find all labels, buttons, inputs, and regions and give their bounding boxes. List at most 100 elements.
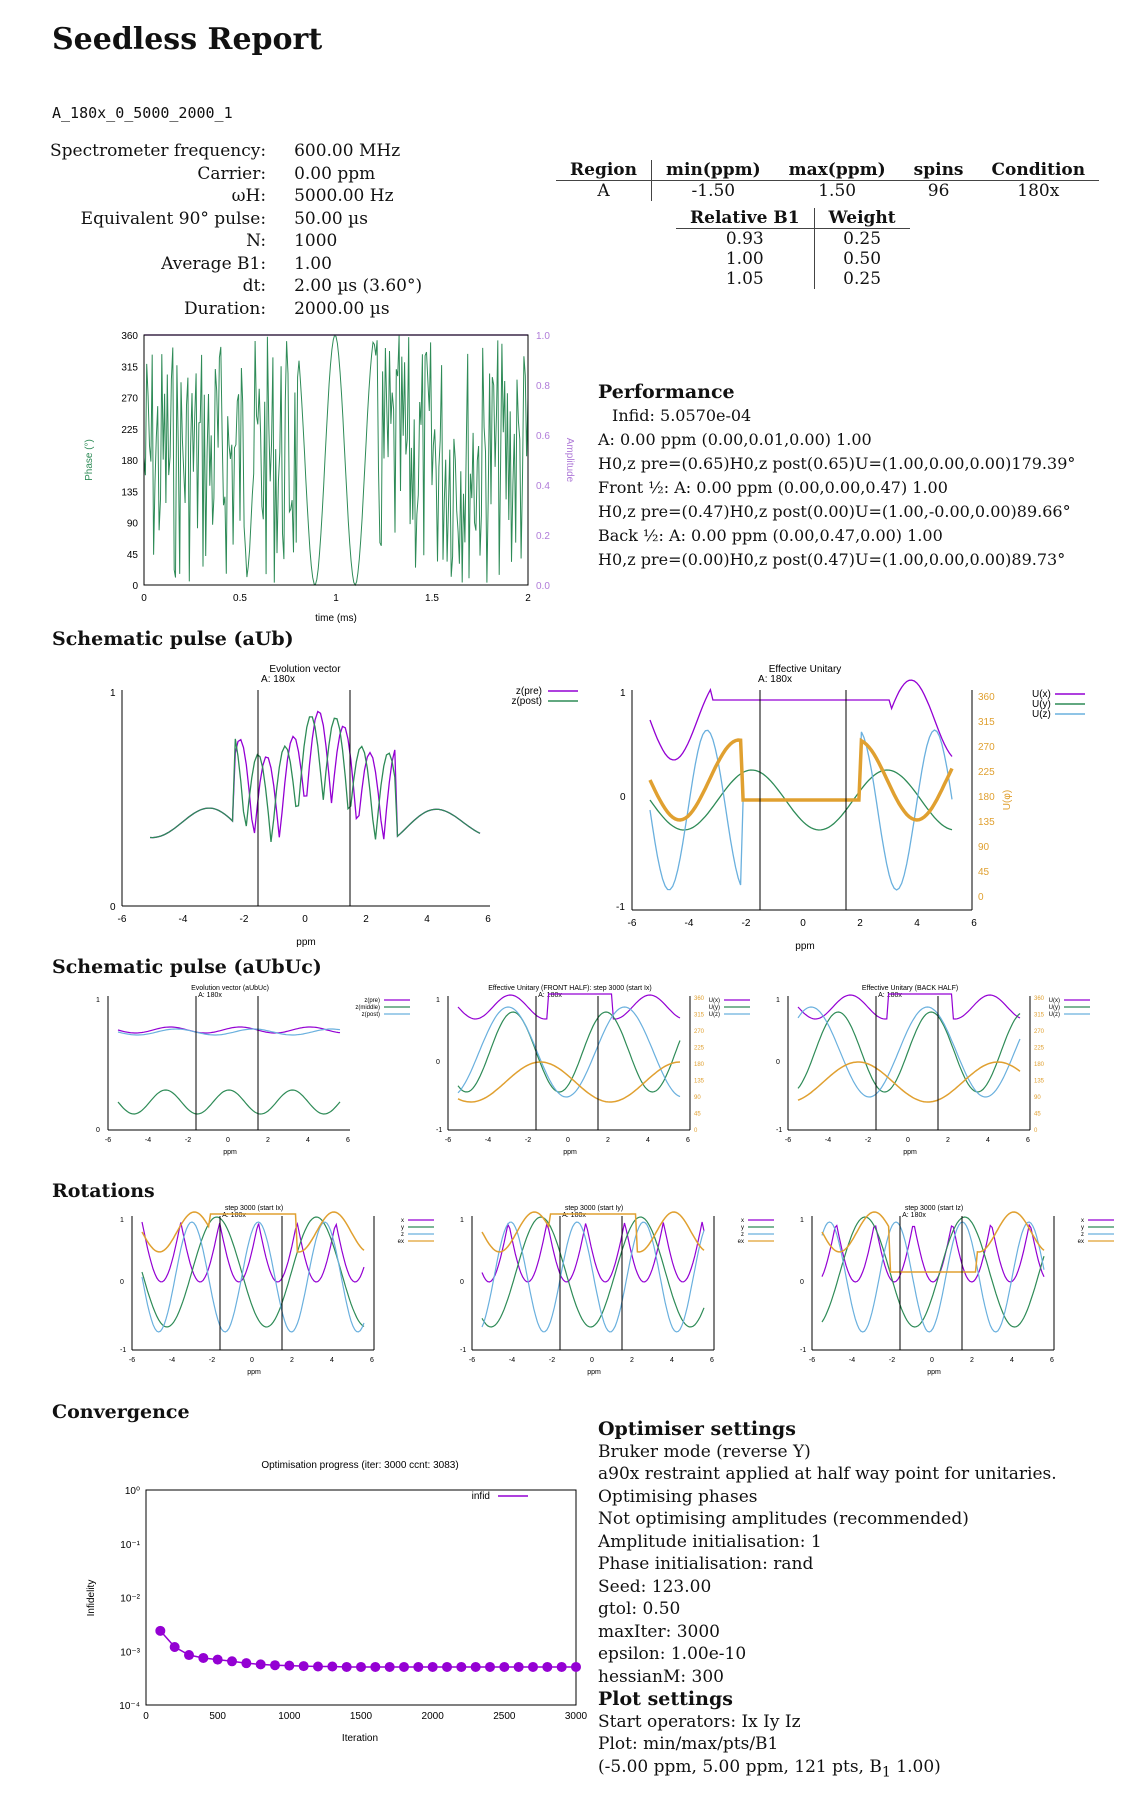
y2-tick: 0.2 — [536, 531, 550, 542]
y-tick: -1 — [616, 902, 625, 913]
pulse-y2label: Amplitude — [564, 438, 575, 483]
aub-evolution-plot: Evolution vector A: 180x 1 0 -6 -4 -2 0 2 4 6 … — [110, 664, 578, 948]
y-tick: 0 — [460, 1279, 464, 1286]
y-tick: 1 — [800, 1217, 804, 1224]
infid-point — [528, 1661, 538, 1672]
curve — [481, 1216, 705, 1328]
plot-subtitle: A: 180x — [538, 992, 562, 999]
x-tick: 2 — [946, 1137, 950, 1144]
x-tick: 0.5 — [233, 593, 247, 604]
y2-tick: 0.8 — [536, 381, 550, 392]
region-cell: A — [556, 180, 652, 201]
infid-point — [384, 1661, 395, 1672]
plot-title: Effective Unitary (BACK HALF) — [862, 985, 958, 992]
aub-unitary-plot: Effective Unitary A: 180x 1 0 -1 360 315 2… — [616, 664, 1085, 952]
performance-line: H0,z pre=(0.00)H0,z post(0.47)U=(1.00,0.… — [598, 550, 1066, 569]
region-header: spins — [913, 160, 964, 180]
legend-label: U(z) — [709, 1012, 720, 1018]
param-row: ωH: 5000.00 Hz — [50, 185, 422, 208]
infid-point — [485, 1661, 495, 1672]
curve — [797, 1061, 1021, 1103]
x-tick: 4 — [1010, 1357, 1014, 1364]
x-tick: -4 — [169, 1357, 175, 1364]
param-key: Spectrometer frequency: — [50, 141, 267, 161]
infid-point — [341, 1661, 352, 1672]
infid-point — [298, 1661, 309, 1672]
pulse-xlabel: time (ms) — [315, 613, 357, 624]
x-tick: 0 — [141, 593, 147, 604]
curve — [457, 993, 681, 1020]
x-tick: 0 — [800, 918, 806, 929]
x-tick: -6 — [118, 914, 127, 925]
param-key: N: — [246, 231, 267, 251]
legend-label: y — [1081, 1225, 1084, 1231]
param-row: dt: 2.00 µs (3.60°) — [50, 275, 423, 298]
b1-cell: 1.05 — [676, 269, 815, 289]
param-row: Average B1: 1.00 — [50, 253, 422, 276]
x-tick: 2000 — [422, 1711, 445, 1722]
legend-label: z(pre) — [516, 686, 542, 697]
x-tick: -2 — [525, 1137, 531, 1144]
x-tick: 2 — [606, 1137, 610, 1144]
legend-label: z — [741, 1232, 744, 1238]
x-tick: -4 — [509, 1357, 515, 1364]
x-tick: 6 — [1026, 1137, 1030, 1144]
uy-curve — [649, 769, 953, 831]
y2-tick: 315 — [1034, 1013, 1045, 1019]
param-row: N: 1000 — [50, 230, 422, 253]
region-header: Condition — [991, 160, 1086, 180]
y-tick: 180 — [121, 456, 138, 467]
plot-title: Optimisation progress (iter: 3000 ccnt: … — [261, 1460, 458, 1471]
legend-label: U(y) — [709, 1005, 720, 1011]
x-tick: 3000 — [565, 1711, 588, 1722]
y2-tick: 360 — [1034, 996, 1045, 1002]
curve — [797, 1011, 1021, 1093]
region-cell: 1.50 — [818, 181, 857, 201]
x-tick: -2 — [549, 1357, 555, 1364]
legend-label: U(y) — [1032, 699, 1051, 710]
x-tick: -6 — [105, 1137, 111, 1144]
infid-line — [159, 1630, 576, 1668]
curve — [821, 1221, 1045, 1333]
curve — [797, 1006, 1021, 1098]
x-tick: -2 — [742, 918, 751, 929]
plot-subtitle: A: 180x — [902, 1212, 926, 1219]
y-tick: 0 — [620, 792, 626, 803]
curve — [481, 1221, 705, 1333]
x-tick: -6 — [628, 918, 637, 929]
y2-tick: 90 — [1034, 1095, 1041, 1101]
x-tick: 2 — [630, 1357, 634, 1364]
y-tick: 10⁻² — [120, 1594, 140, 1605]
x-tick: -2 — [240, 914, 249, 925]
y2-tick: 270 — [1034, 1029, 1045, 1035]
y-tick: 1 — [620, 688, 626, 699]
region-table: Region min(ppm) max(ppm) spins Condition… — [556, 160, 1100, 201]
plot-title: Effective Unitary — [769, 664, 842, 675]
legend-label: U(x) — [1049, 998, 1060, 1004]
pulse-ylabel: Phase (°) — [84, 439, 95, 481]
x-tick: 0 — [906, 1137, 910, 1144]
legend-label: U(x) — [1032, 689, 1051, 700]
x-tick: 6 — [971, 918, 977, 929]
x-tick: 4 — [914, 918, 920, 929]
y-tick: 45 — [127, 550, 139, 561]
file-name: A_180x_0_5000_2000_1 — [52, 104, 233, 122]
x-tick: 2 — [970, 1357, 974, 1364]
y-tick: 1 — [460, 1217, 464, 1224]
phase-trace — [143, 334, 529, 587]
param-key: dt: — [242, 276, 267, 296]
param-key: Average B1: — [161, 253, 267, 274]
plot-title: step 3000 (start Iy) — [565, 1205, 623, 1212]
section-aub: Schematic pulse (aUb) — [52, 628, 294, 650]
x-tick: 1.5 — [425, 593, 439, 604]
y2-tick: 360 — [694, 996, 705, 1002]
section-rotations: Rotations — [52, 1180, 155, 1202]
y-tick: 10⁻⁴ — [119, 1701, 140, 1712]
infid-point — [227, 1656, 237, 1667]
legend-label: z — [1081, 1232, 1084, 1238]
y-tick: 1 — [436, 997, 440, 1004]
curve — [141, 1211, 365, 1253]
legend-label: ex — [1078, 1239, 1084, 1245]
infid-point — [542, 1661, 553, 1672]
b1-table: Relative B1 Weight 0.93 0.25 1.00 0.50 1.0… — [676, 208, 910, 289]
